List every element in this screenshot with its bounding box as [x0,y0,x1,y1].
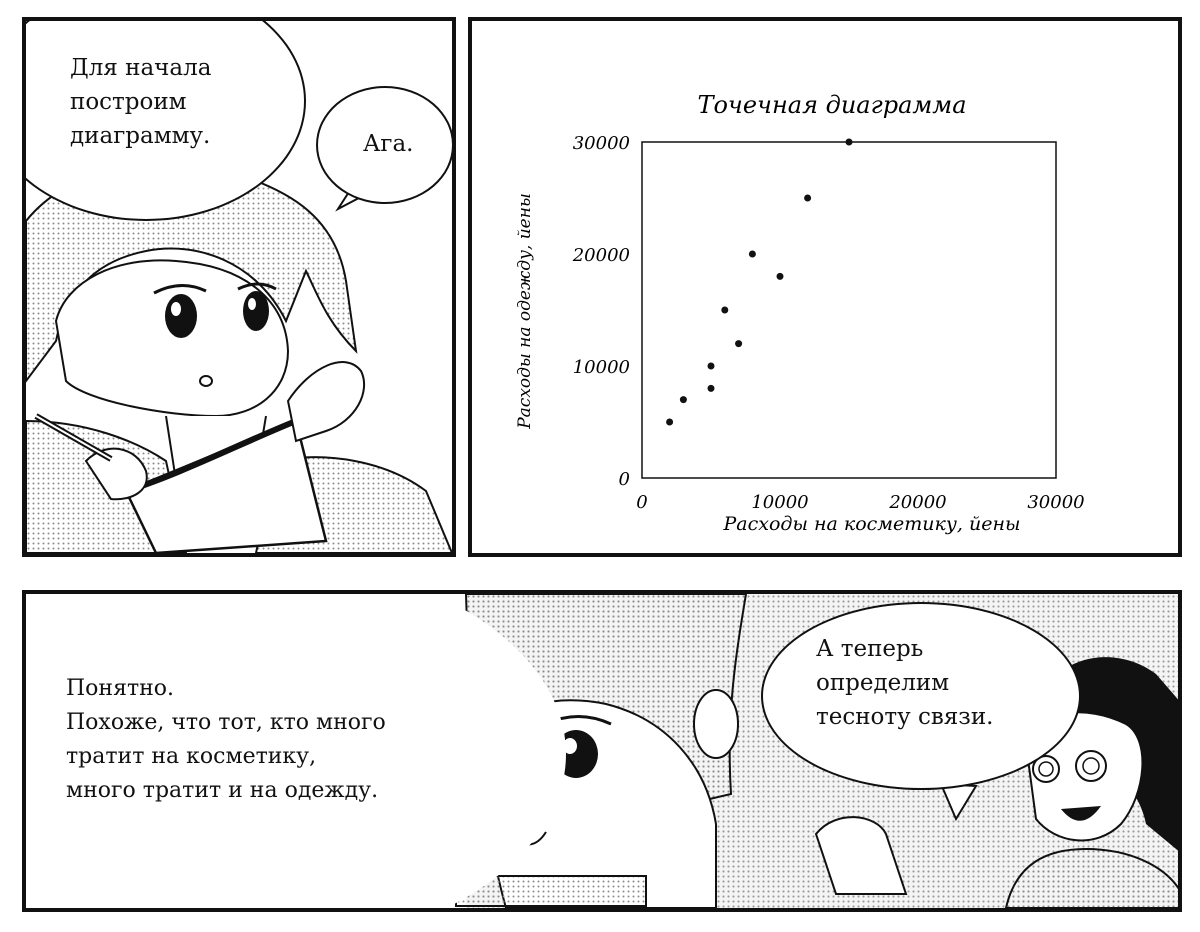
scatter-chart: Точечная диаграмма 0 10000 20000 30000 0 100… [515,91,1085,535]
speech-bubble-right [761,602,1081,790]
x-tick-label: 10000 [751,492,808,513]
y-ticks: 0 10000 20000 30000 [572,133,630,490]
narration-line: много тратит и на одежду. [66,778,379,803]
panel-1: Для начала построим диаграмму. Ага. [22,17,456,557]
narration-text: Понятно. Похоже, что тот, кто много трат… [66,672,386,808]
speech-bubble-reply [316,86,452,204]
x-tick-label: 20000 [888,492,946,513]
narration-bubble [26,594,566,908]
speech-text-reply: Ага. [363,127,414,161]
x-ticks: 0 10000 20000 30000 [636,492,1084,513]
x-tick-label: 30000 [1027,492,1084,513]
data-point [707,362,715,370]
y-axis-label: Расходы на одежду, йены [515,193,535,430]
panel-2-chart: Точечная диаграмма 0 10000 20000 30000 0 100… [468,17,1182,557]
data-point [748,250,756,258]
speech-line: Ага. [363,131,414,157]
y-tick-label: 10000 [573,357,630,378]
panel-3: Понятно. Похоже, что тот, кто много трат… [22,590,1182,912]
speech-text-right: А теперь определим тесноту связи. [816,632,994,734]
narration-line: тратит на косметику, [66,744,317,769]
x-tick-label: 0 [636,492,647,513]
speech-line: диаграмму. [70,123,211,149]
y-tick-label: 30000 [573,133,630,154]
speech-line: построим [70,89,187,115]
plot-area [641,141,1057,479]
data-point [776,272,784,280]
speech-line: А теперь [816,636,924,662]
data-point [666,418,674,426]
data-points [666,138,853,426]
speech-text-main: Для начала построим диаграмму. [70,51,211,153]
y-tick-label: 20000 [572,245,630,266]
data-point [845,138,853,146]
y-tick-label: 0 [619,469,630,490]
chart-title: Точечная диаграмма [697,91,966,119]
speech-line: определим [816,670,950,696]
speech-line: тесноту связи. [816,704,994,730]
data-point [707,384,715,392]
data-point [679,396,687,404]
data-point [721,306,729,314]
girl-illustration [26,162,452,553]
narration-line: Похоже, что тот, кто много [66,710,386,735]
x-axis-label: Расходы на косметику, йены [723,513,1021,535]
data-point [804,194,812,202]
data-point [735,340,743,348]
narration-line: Понятно. [66,676,175,701]
speech-line: Для начала [70,55,212,81]
